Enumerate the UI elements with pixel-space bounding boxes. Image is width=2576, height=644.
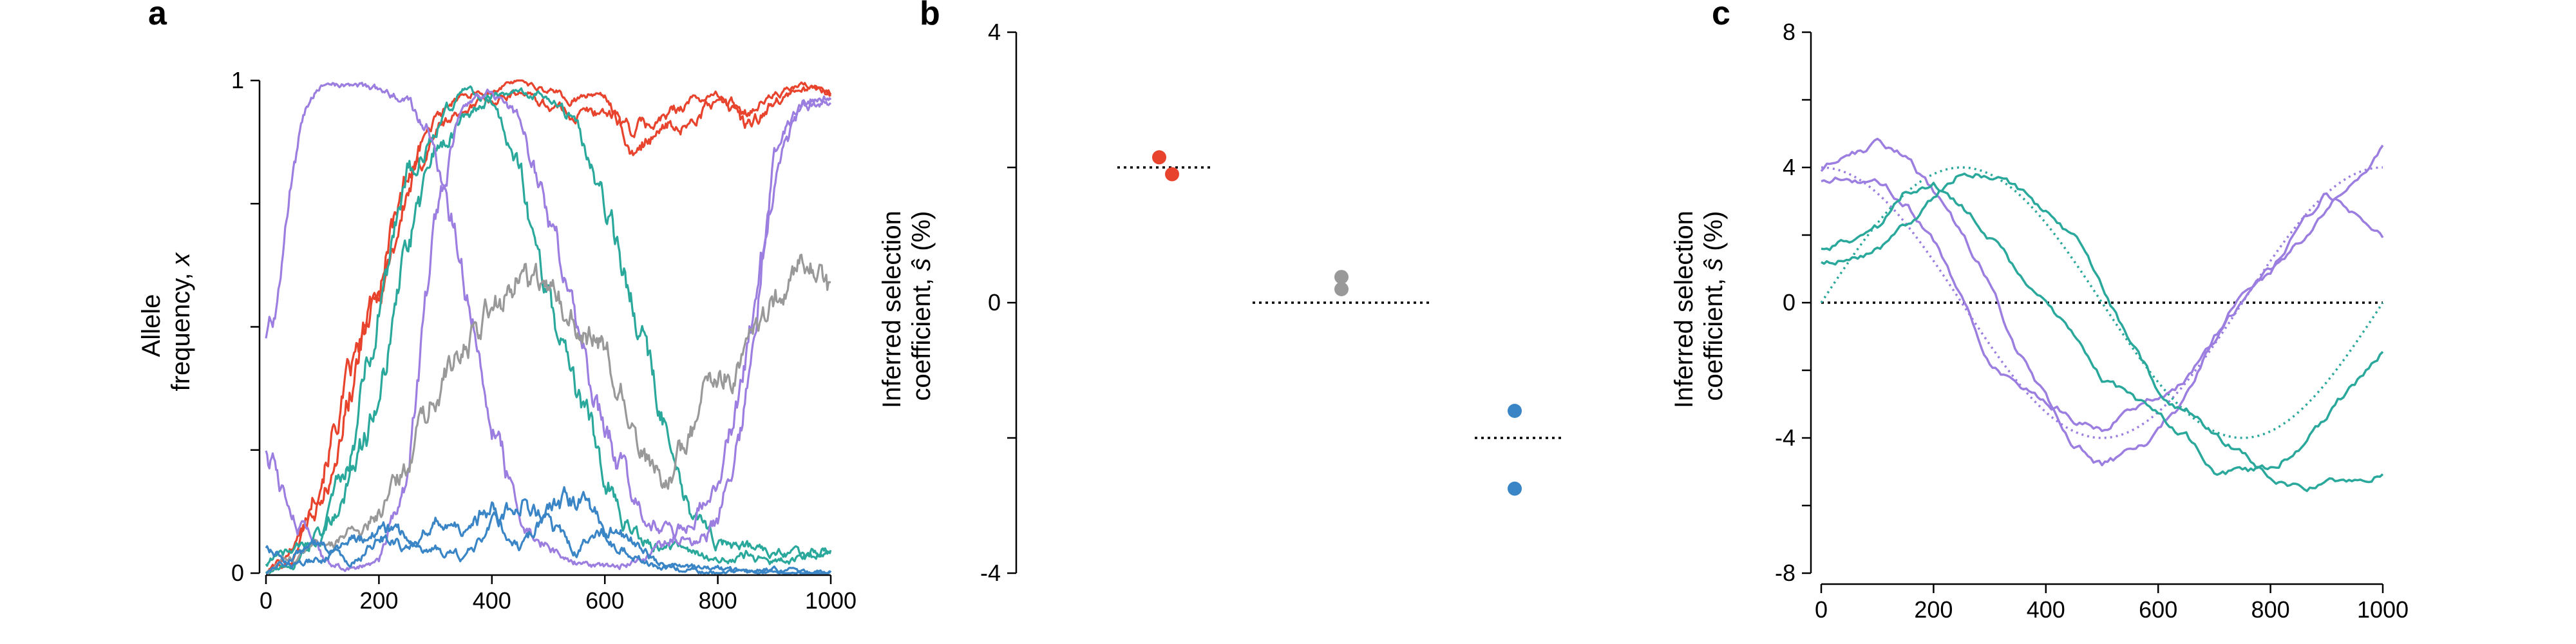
- panel-c-letter: c: [1712, 0, 1730, 32]
- panel-a-series-0: [266, 81, 832, 574]
- panel-b-point-1-0: [1334, 270, 1349, 285]
- panel-a-ylabel-text: frequency,: [167, 266, 195, 392]
- panel-c-inferred-series-1: [1821, 176, 2384, 433]
- panel-b-point-2-1: [1508, 481, 1522, 496]
- panel-b-ylabel-text: coefficient,: [907, 271, 936, 401]
- panel-b-point-0-0: [1152, 150, 1166, 165]
- panel-c-y-tick-label: 0: [1783, 289, 1795, 316]
- panel-c-ylabel: Inferred selection coefficient, ŝ (%): [1670, 204, 1728, 408]
- panel-c-x-tick-label: 1000: [2357, 596, 2409, 623]
- panel-c-y-tick-label: 8: [1783, 19, 1795, 45]
- panel-a-y-tick-label: 0: [231, 560, 244, 586]
- panel-a-x-tick-label: 0: [260, 587, 272, 614]
- panel-a-ylabel-line1: Allele: [137, 294, 166, 357]
- panel-b-ylabel-unit: (%): [907, 211, 936, 258]
- panel-b-ylabel: Inferred selection coefficient, ŝ (%): [878, 204, 936, 408]
- panel-a-series-4: [265, 81, 832, 571]
- panel-a-x-tick-label: 200: [359, 587, 398, 614]
- panel-c-inferred-series-2: [1821, 182, 2384, 476]
- panel-c-ylabel-line1: Inferred selection: [1670, 211, 1698, 408]
- panel-b-letter: b: [920, 0, 940, 32]
- panel-b-plot: -4 0 4: [980, 19, 1562, 586]
- panel-c-inferred-series-0: [1820, 137, 2384, 467]
- panel-a-series-3: [265, 85, 832, 574]
- panel-c-ylabel-var: ŝ: [1700, 258, 1728, 271]
- panel-c-x-tick-label: 800: [2251, 596, 2290, 623]
- panel-c-inferred-series-3: [1821, 172, 2384, 493]
- panel-a-ylabel: Allele frequency, x: [137, 252, 195, 392]
- panel-c-y-tick-label: -8: [1775, 560, 1795, 586]
- panel-c-true-series-1: [1820, 166, 2384, 439]
- panel-b-point-0-1: [1165, 167, 1179, 182]
- panel-a-series-5: [265, 88, 832, 573]
- panel-a-series-7: [265, 486, 831, 574]
- panel-a-letter: a: [148, 0, 167, 32]
- panel-b-point-1-1: [1334, 282, 1349, 296]
- panel-a-x-tick-label: 600: [585, 587, 624, 614]
- panel-b-y-tick-label: 0: [988, 289, 1001, 316]
- panel-a-x-tick-label: 1000: [805, 587, 857, 614]
- panel-b-ylabel-line1: Inferred selection: [878, 211, 906, 408]
- panel-b-ylabel-line2: coefficient, ŝ (%): [907, 211, 936, 401]
- panel-b-ylabel-var: ŝ: [907, 258, 936, 271]
- panel-a-x-tick-label: 400: [473, 587, 511, 614]
- panel-c-x-tick-label: 0: [1815, 596, 1828, 623]
- panel-c-y-tick-label: -4: [1775, 424, 1795, 451]
- panel-a-series-8: [265, 498, 832, 574]
- panel-c-ylabel-line2: coefficient, ŝ (%): [1700, 211, 1728, 401]
- panel-c-ylabel-unit: (%): [1700, 211, 1728, 258]
- panel-a-series-1: [266, 79, 832, 574]
- panel-a-series-2: [265, 87, 831, 567]
- panel-a-y-tick-label: 1: [231, 67, 244, 93]
- panel-a-x-tick-label: 800: [699, 587, 737, 614]
- panel-b-y-tick-label: -4: [980, 560, 1001, 586]
- panel-b-y-tick-label: 4: [988, 19, 1001, 45]
- panel-a-plot: 0 200 400 600 800 1000 0 1: [231, 67, 857, 614]
- panel-c-ylabel-text: coefficient,: [1700, 271, 1728, 401]
- panel-c-x-tick-label: 200: [1914, 596, 1953, 623]
- panel-a-ylabel-line2: frequency, x: [167, 252, 195, 392]
- panel-c-x-tick-label: 400: [2027, 596, 2065, 623]
- panel-c-plot: 0 200 400 600 800 1000 -8 -4 0 4 8: [1775, 19, 2409, 623]
- panel-b-point-2-0: [1508, 404, 1522, 418]
- panel-c-x-tick-label: 600: [2139, 596, 2177, 623]
- panel-a-ylabel-var: x: [167, 252, 195, 267]
- panel-a-series-6: [266, 254, 831, 574]
- panel-c-y-tick-label: 4: [1783, 154, 1795, 180]
